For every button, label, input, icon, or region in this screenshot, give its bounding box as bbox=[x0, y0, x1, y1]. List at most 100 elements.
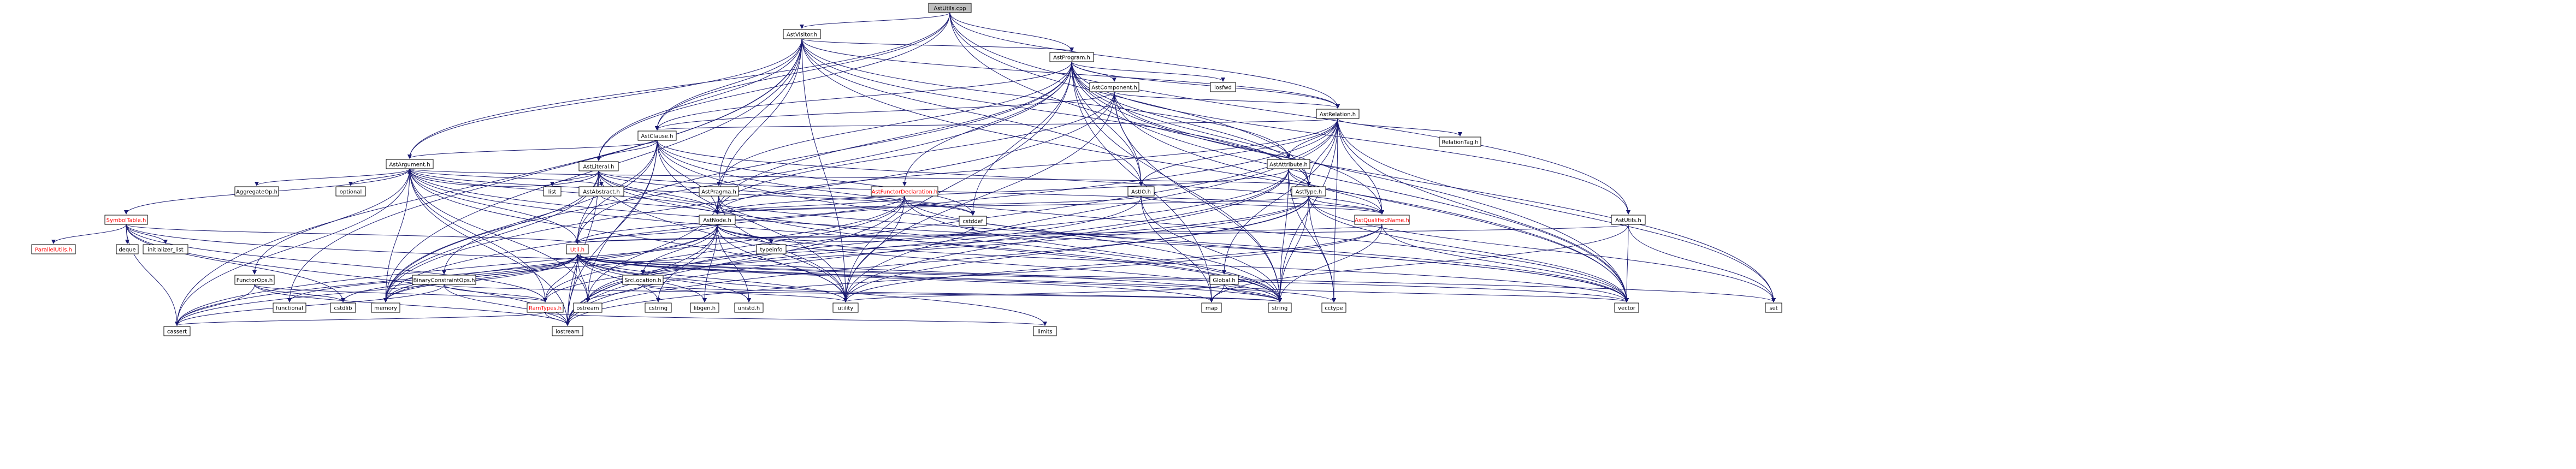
node-label: functional bbox=[276, 306, 303, 312]
node-AstIO_h[interactable]: AstIO.h bbox=[1127, 186, 1155, 197]
node-box bbox=[756, 244, 787, 254]
edge-SymbolTable_h-to-string bbox=[126, 224, 1282, 302]
edge-AstComponent_h-to-string bbox=[1114, 91, 1282, 302]
edge-AstUtils_cpp-to-AstUtils_h bbox=[949, 12, 1630, 215]
node-SymbolTable_h[interactable]: SymbolTable.h bbox=[104, 215, 148, 225]
node-RelationTag_h[interactable]: RelationTag.h bbox=[1439, 136, 1481, 147]
node-AstQualifiedName_h[interactable]: AstQualifiedName.h bbox=[1354, 215, 1410, 225]
edge-AstProgram_h-to-map bbox=[1071, 61, 1214, 302]
edge-AstClause_h-to-utility bbox=[657, 140, 848, 302]
edge-AstArgument_h-to-AstNode_h bbox=[409, 168, 719, 215]
node-label: iostream bbox=[556, 329, 580, 335]
node-AstAttribute_h[interactable]: AstAttribute.h bbox=[1267, 159, 1310, 169]
edge-Util_h-to-cstring bbox=[577, 253, 660, 302]
node-AstLiteral_h[interactable]: AstLiteral.h bbox=[578, 161, 619, 171]
node-ostream: ostream bbox=[573, 302, 602, 313]
node-ParallelUtils_h[interactable]: ParallelUtils.h bbox=[31, 244, 76, 254]
node-AstUtils_cpp[interactable]: AstUtils.cpp bbox=[928, 3, 972, 13]
edge-Global_h-to-string bbox=[1224, 284, 1282, 302]
edge-AstNode_h-to-utility bbox=[717, 224, 848, 302]
edge-RamTypes_h-to-iostream bbox=[545, 312, 570, 326]
node-list: list bbox=[543, 186, 562, 197]
edge-AstArgument_h-to-FunctorOps_h bbox=[252, 168, 410, 275]
graph-edges bbox=[51, 12, 1776, 326]
node-FunctorOps_h[interactable]: FunctorOps.h bbox=[234, 275, 275, 285]
node-label: string bbox=[1272, 306, 1288, 312]
node-label: ostream bbox=[576, 306, 599, 312]
node-box bbox=[163, 326, 191, 336]
edge-AstNode_h-to-Util_h bbox=[575, 224, 718, 244]
edge-FunctorOps_h-to-cassert bbox=[175, 284, 255, 326]
edge-AstFunctorDeclaration_h-to-utility bbox=[843, 195, 905, 302]
edge-AstType_h-to-vector bbox=[1308, 195, 1629, 302]
node-label: initializer_list bbox=[147, 247, 184, 253]
edge-AstIO_h-to-AstNode_h bbox=[715, 195, 1142, 215]
edge-AstArgument_h-to-AstType_h bbox=[409, 168, 1311, 186]
node-label: AstLiteral.h bbox=[583, 164, 615, 170]
node-AstFunctorDeclaration_h[interactable]: AstFunctorDeclaration.h bbox=[871, 186, 938, 197]
edge-AstComponent_h-to-utility bbox=[843, 91, 1115, 302]
node-AstVisitor_h[interactable]: AstVisitor.h bbox=[783, 29, 821, 39]
edge-AstArgument_h-to-optional bbox=[348, 168, 410, 186]
node-Util_h[interactable]: Util.h bbox=[566, 244, 589, 254]
node-AggregateOp_h[interactable]: AggregateOp.h bbox=[234, 186, 279, 197]
node-label: AstQualifiedName.h bbox=[1355, 218, 1409, 224]
edge-AstVisitor_h-to-AstRelation_h bbox=[801, 38, 1340, 109]
node-label: AggregateOp.h bbox=[236, 189, 277, 195]
node-box bbox=[1209, 275, 1239, 285]
edge-AstComponent_h-to-memory bbox=[383, 91, 1115, 302]
node-BinaryConstraintOps_h[interactable]: BinaryConstraintOps.h bbox=[412, 275, 476, 285]
edge-AstNode_h-to-typeinfo bbox=[717, 224, 773, 244]
node-label: map bbox=[1206, 306, 1218, 312]
node-SrcLocation_h[interactable]: SrcLocation.h bbox=[622, 275, 664, 285]
edge-AstUtils_h-to-vector bbox=[1624, 224, 1629, 302]
node-label: optional bbox=[340, 189, 362, 195]
node-label: Global.h bbox=[1213, 278, 1235, 284]
node-box bbox=[330, 302, 356, 313]
node-box bbox=[1267, 159, 1310, 169]
node-AstType_h[interactable]: AstType.h bbox=[1291, 186, 1326, 197]
node-AstComponent_h[interactable]: AstComponent.h bbox=[1089, 82, 1139, 92]
node-AstArgument_h[interactable]: AstArgument.h bbox=[386, 159, 434, 169]
node-label: AstProgram.h bbox=[1053, 55, 1090, 61]
node-Global_h[interactable]: Global.h bbox=[1209, 275, 1239, 285]
node-AstRelation_h[interactable]: AstRelation.h bbox=[1316, 109, 1360, 119]
node-label: AstType.h bbox=[1296, 189, 1322, 195]
node-label: AstUtils.h bbox=[1615, 218, 1641, 224]
edge-AstQualifiedName_h-to-vector bbox=[1381, 224, 1629, 302]
edge-Global_h-to-utility bbox=[843, 284, 1225, 302]
node-AstPragma_h[interactable]: AstPragma.h bbox=[699, 186, 739, 197]
edge-SymbolTable_h-to-Util_h bbox=[126, 224, 580, 244]
edge-SrcLocation_h-to-string bbox=[642, 284, 1282, 302]
edge-FunctorOps_h-to-cstdlib bbox=[254, 284, 345, 302]
edge-AstRelation_h-to-AstAttribute_h bbox=[1286, 118, 1338, 159]
node-AstUtils_h[interactable]: AstUtils.h bbox=[1611, 215, 1646, 225]
node-label: AstArgument.h bbox=[389, 162, 430, 168]
node-box bbox=[699, 186, 739, 197]
edge-AstVisitor_h-to-AstAttribute_h bbox=[801, 38, 1291, 159]
node-typeinfo: typeinfo bbox=[756, 244, 787, 254]
edge-AstLiteral_h-to-AstNode_h bbox=[598, 170, 719, 215]
edge-AstUtils_h-to-set bbox=[1628, 224, 1776, 302]
node-AstNode_h[interactable]: AstNode.h bbox=[699, 215, 736, 225]
node-AstProgram_h[interactable]: AstProgram.h bbox=[1049, 52, 1094, 62]
node-cctype: cctype bbox=[1321, 302, 1346, 313]
node-AstAbstract_h[interactable]: AstAbstract.h bbox=[578, 186, 624, 197]
edge-AstType_h-to-AstNode_h bbox=[715, 195, 1309, 215]
node-label: utility bbox=[838, 306, 854, 312]
edge-AstClause_h-to-vector bbox=[657, 140, 1629, 302]
node-label: Util.h bbox=[570, 247, 584, 253]
edge-BinaryConstraintOps_h-to-string bbox=[444, 284, 1282, 302]
edge-Global_h-to-vector bbox=[1224, 284, 1629, 302]
edge-AstFunctorDeclaration_h-to-AstNode_h bbox=[715, 195, 905, 215]
edge-SymbolTable_h-to-cstdlib bbox=[126, 224, 345, 302]
edge-AstQualifiedName_h-to-string bbox=[1278, 224, 1382, 302]
node-box bbox=[871, 186, 938, 197]
node-AstClause_h[interactable]: AstClause.h bbox=[637, 130, 677, 141]
node-box bbox=[116, 244, 139, 254]
edge-AstProgram_h-to-cstddef bbox=[971, 61, 1072, 216]
edge-AstArgument_h-to-RamTypes_h bbox=[409, 168, 547, 302]
node-box bbox=[1765, 302, 1782, 313]
node-box bbox=[622, 275, 664, 285]
node-RamTypes_h[interactable]: RamTypes.h bbox=[527, 302, 564, 313]
